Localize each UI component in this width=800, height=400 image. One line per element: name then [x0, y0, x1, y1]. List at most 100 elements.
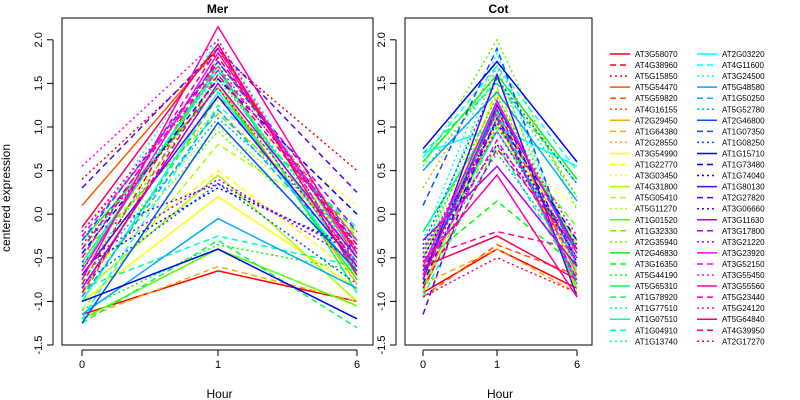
- y-tick-label: -0.5: [376, 248, 388, 267]
- x-tick-label: 6: [354, 359, 360, 371]
- legend-label: AT2G29450: [635, 116, 678, 125]
- y-tick-label: 2.0: [33, 32, 45, 47]
- series-line-AT1G64380: [81, 265, 358, 320]
- y-tick-label: -1.0: [376, 292, 388, 311]
- legend-label: AT1G80130: [722, 183, 765, 192]
- series-line-AT3G58070: [81, 270, 358, 316]
- legend-label: AT5G54470: [635, 83, 678, 92]
- legend-label: AT1G50250: [722, 94, 765, 103]
- legend-label: AT5G05410: [635, 194, 678, 203]
- legend-label: AT4G31800: [635, 183, 678, 192]
- legend-label: AT5G11270: [635, 205, 678, 214]
- x-tick-label: 1: [494, 359, 500, 371]
- plot-frame: [404, 17, 593, 346]
- series-line-AT5G23440: [81, 47, 358, 267]
- series-line-AT2G27820: [81, 47, 358, 193]
- legend-label: AT5G59820: [635, 94, 678, 103]
- x-tick-label: 0: [420, 359, 426, 371]
- panel-title: Cot: [489, 2, 509, 16]
- series-line-AT5G24120: [81, 64, 358, 250]
- y-tick-label: -1.5: [376, 336, 388, 355]
- series-line-AT3G03450: [81, 99, 358, 250]
- legend-label: AT3G06660: [722, 205, 765, 214]
- series-line-AT4G38960: [81, 55, 358, 285]
- series-line-AT5G48580: [422, 90, 578, 202]
- legend-label: AT2G17270: [722, 337, 765, 346]
- series-line-AT4G31800: [81, 173, 358, 302]
- series-line-AT1G13740: [422, 63, 578, 276]
- series-line-AT4G39950: [81, 73, 358, 294]
- series-line-AT1G50250: [81, 108, 358, 298]
- series-line-AT5G44190: [422, 94, 578, 250]
- y-tick-label: -1.5: [33, 336, 45, 355]
- series-line-AT5G52780: [81, 117, 358, 281]
- legend-label: AT1G01520: [635, 216, 678, 225]
- legend-label: AT2G46800: [722, 116, 765, 125]
- legend-label: AT1G15710: [722, 149, 765, 158]
- series-line-AT5G23440: [422, 230, 578, 259]
- series-line-AT1G13740: [81, 73, 358, 259]
- legend-label: AT3G55560: [722, 282, 765, 291]
- legend-label: AT5G44190: [635, 271, 678, 280]
- y-tick-label: 0.5: [376, 163, 388, 178]
- legend-label: AT5G64840: [722, 315, 765, 324]
- legend-label: AT3G16350: [635, 260, 678, 269]
- plot-frame: [61, 17, 374, 346]
- series-line-AT3G23920: [422, 99, 578, 267]
- y-axis-label: centered expression: [0, 144, 13, 252]
- legend-label: AT5G24120: [722, 304, 765, 313]
- legend-label: AT1G78920: [635, 293, 678, 302]
- legend-label: AT1G64380: [635, 127, 678, 136]
- legend-label: AT3G54990: [635, 149, 678, 158]
- legend-label: AT2G35940: [635, 238, 678, 247]
- legend-label: AT3G52150: [722, 260, 765, 269]
- legend-label: AT3G23920: [722, 249, 765, 258]
- series-line-AT2G46800: [81, 121, 358, 324]
- y-tick-label: 0.0: [376, 207, 388, 222]
- series-line-AT2G35940: [81, 130, 358, 285]
- legend-label: AT3G21220: [722, 238, 765, 247]
- y-tick-label: 1.5: [376, 76, 388, 91]
- legend-label: AT2G03220: [722, 50, 765, 59]
- legend-label: AT5G48580: [722, 83, 765, 92]
- legend-label: AT1G73480: [722, 161, 765, 170]
- legend-label: AT1G13740: [635, 337, 678, 346]
- series-line-AT1G64380: [422, 248, 578, 294]
- legend-label: AT1G07510: [635, 315, 678, 324]
- y-tick-label: 2.0: [376, 32, 388, 47]
- series-line-AT1G80130: [81, 95, 358, 276]
- series-line-AT5G05410: [422, 85, 578, 285]
- legend-label: AT1G77510: [635, 304, 678, 313]
- y-tick-label: -0.5: [33, 248, 45, 267]
- legend-label: AT5G52780: [722, 105, 765, 114]
- legend-label: AT3G11630: [722, 216, 765, 225]
- series-line-AT3G55450: [81, 38, 358, 272]
- series-line-AT5G05410: [81, 143, 358, 311]
- series-line-AT1G04910: [422, 142, 578, 298]
- x-tick-label: 0: [79, 359, 85, 371]
- legend-label: AT2G28550: [635, 138, 678, 147]
- series-line-AT1G15710: [422, 60, 578, 163]
- series-line-AT5G65310: [81, 64, 358, 294]
- series-line-AT5G64840: [81, 42, 358, 276]
- series-line-AT3G23920: [81, 51, 358, 272]
- x-tick-label: 1: [215, 359, 221, 371]
- legend-label: AT4G16155: [635, 105, 678, 114]
- x-tick-label: 6: [574, 359, 580, 371]
- legend-label: AT3G03450: [635, 172, 678, 181]
- series-line-AT3G54990: [81, 195, 358, 302]
- legend-label: AT1G74040: [722, 172, 765, 181]
- legend-label: AT1G22770: [635, 161, 678, 170]
- series-line-AT5G59820: [422, 243, 578, 298]
- panel-mer: Mer -1.5 -1.0 -0.5 0.0 0.5 1.0 1.5 2.0 0 1 6 Hour: [33, 2, 374, 400]
- series-line-AT1G08250: [81, 182, 358, 285]
- legend-label: AT3G55450: [722, 271, 765, 280]
- series-line-AT1G32330: [81, 112, 358, 254]
- series-line-AT4G11600: [81, 104, 358, 320]
- series-line-AT1G07350: [422, 46, 578, 267]
- series-line-AT1G78920: [422, 82, 578, 185]
- legend-label: AT2G27820: [722, 194, 765, 203]
- y-tick-label: 1.0: [376, 119, 388, 134]
- y-tick-label: 1.0: [33, 119, 45, 134]
